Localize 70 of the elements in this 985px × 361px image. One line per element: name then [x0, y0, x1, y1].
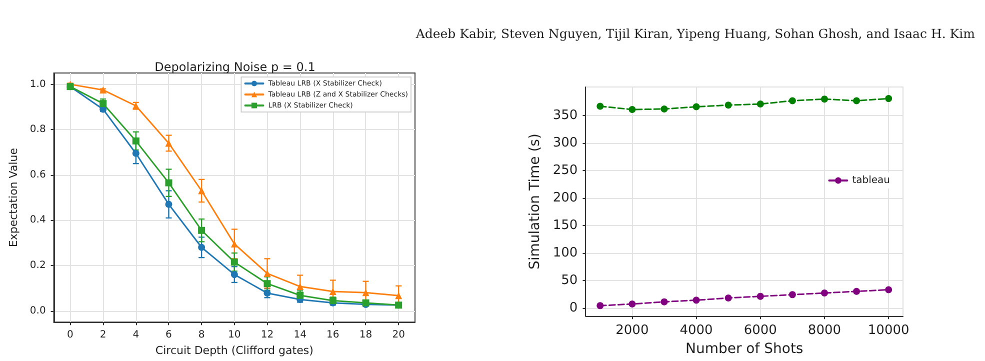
point	[788, 97, 796, 104]
text: Adeeb Kabir, Steven Nguyen, Tijil Kiran, Yipeng Huang, Sohan Ghosh, and Isaac H. Kim	[416, 26, 975, 41]
x-tick-label: 8	[198, 330, 205, 341]
y-tick-label: 200	[552, 190, 578, 206]
point	[788, 291, 796, 298]
point	[820, 96, 828, 103]
point	[198, 187, 206, 194]
point	[628, 300, 636, 308]
x-tick-label: 14	[294, 330, 306, 341]
chart-title: Depolarizing Noise p = 0.1	[154, 60, 316, 74]
y-tick-label: 300	[552, 136, 578, 151]
point	[756, 292, 764, 300]
x-tick-label: 2000	[616, 323, 649, 338]
x-tick-label: 6	[166, 330, 172, 341]
point	[132, 137, 140, 144]
y-tick-label: 100	[552, 245, 578, 260]
point	[100, 100, 107, 108]
x-tick-label: 0	[67, 330, 74, 341]
point	[165, 179, 172, 186]
y-tick-label: 250	[552, 163, 578, 178]
point	[853, 288, 860, 295]
point	[362, 289, 370, 296]
point	[660, 105, 668, 112]
y-tick-label: 0.6	[30, 169, 46, 180]
y-tick-label: 0.0	[30, 305, 46, 316]
point	[724, 102, 732, 109]
x-tick-label: 2	[100, 330, 106, 341]
point	[853, 97, 860, 104]
point	[198, 244, 206, 251]
point	[329, 288, 336, 296]
point	[692, 296, 700, 304]
point	[628, 106, 636, 114]
point	[596, 302, 604, 310]
y-axis-title: Expectation Value	[7, 148, 20, 248]
point	[395, 292, 402, 300]
y-axis-title: Simulation Time (s)	[527, 134, 543, 270]
x-tick-label: 16	[326, 330, 340, 341]
point	[885, 286, 892, 294]
point	[165, 140, 172, 147]
x-tick-label: 10	[228, 330, 241, 341]
x-tick-label: 20	[392, 330, 405, 341]
point	[660, 298, 668, 306]
point	[692, 103, 700, 110]
point	[100, 86, 107, 94]
point	[724, 294, 732, 302]
x-axis-title: Circuit Depth (Clifford gates)	[155, 344, 314, 357]
y-tick-label: 1.0	[30, 78, 46, 90]
x-tick-label: 10000	[868, 323, 910, 338]
point	[296, 292, 304, 299]
y-tick-label: 0	[569, 300, 578, 316]
y-tick-label: 50	[561, 272, 578, 288]
x-tick-label: 8000	[808, 323, 842, 338]
x-tick-label: 12	[260, 330, 274, 341]
y-tick-label: 350	[552, 108, 578, 124]
x-tick-label: 18	[359, 330, 372, 341]
point	[756, 100, 764, 108]
x-tick-label: 6000	[744, 323, 777, 338]
y-tick-label: 150	[552, 218, 578, 233]
x-tick-label: 4000	[680, 323, 713, 338]
y-tick-label: 0.8	[30, 124, 46, 136]
point	[885, 95, 892, 102]
y-tick-label: 0.4	[30, 214, 46, 226]
point	[165, 200, 172, 208]
legend-label: tableau	[852, 175, 890, 186]
point	[820, 290, 828, 297]
x-axis-title: Number of Shots	[685, 341, 804, 357]
point	[596, 102, 604, 110]
point	[198, 226, 206, 234]
x-tick-label: 4	[132, 330, 140, 341]
y-tick-label: 0.2	[30, 260, 46, 271]
